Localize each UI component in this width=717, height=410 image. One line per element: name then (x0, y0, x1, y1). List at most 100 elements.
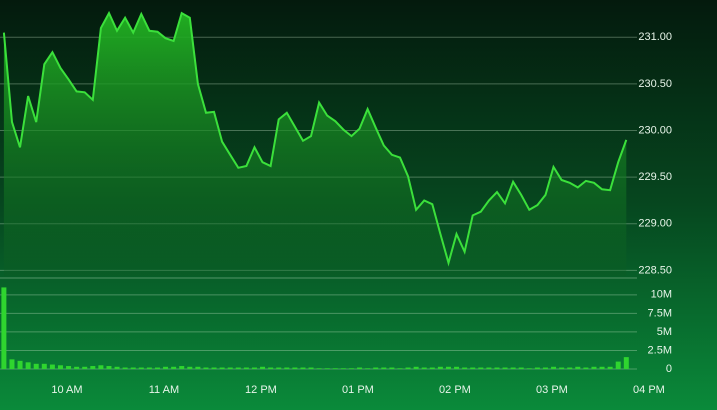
y-tick-label: 5M (657, 326, 672, 338)
volume-bar (130, 367, 136, 369)
volume-bar (284, 367, 290, 369)
volume-bar (478, 367, 484, 369)
x-tick-label: 03 PM (536, 384, 568, 396)
volume-bar (340, 368, 346, 369)
y-tick-label: 228.50 (638, 264, 672, 276)
volume-bar (154, 367, 160, 369)
volume-bar (526, 368, 532, 369)
y-tick-label: 230.00 (638, 124, 672, 136)
volume-bar (300, 367, 306, 369)
volume-bar (623, 357, 629, 369)
x-tick-label: 11 AM (149, 384, 179, 396)
volume-bar (122, 367, 128, 369)
volume-bar (437, 366, 443, 369)
y-tick-label: 231.00 (638, 31, 672, 43)
volume-bar (114, 366, 120, 369)
volume-bar (381, 367, 387, 369)
volume-bar (49, 364, 55, 369)
y-tick-label: 229.50 (638, 171, 672, 183)
volume-bar (106, 366, 112, 369)
volume-bar (502, 367, 508, 369)
y-tick-label: 230.50 (638, 78, 672, 90)
x-tick-label: 01 PM (342, 384, 374, 396)
y-tick-label: 10M (651, 289, 672, 301)
volume-bar (316, 368, 322, 369)
volume-bar (17, 360, 23, 369)
volume-bar (171, 366, 177, 369)
volume-bar (575, 366, 581, 369)
volume-bar (421, 367, 427, 369)
volume-bar (348, 368, 354, 369)
volume-bar (591, 366, 597, 369)
volume-bar (510, 367, 516, 369)
volume-bar (365, 368, 371, 369)
volume-bar (607, 366, 613, 369)
volume-bar (559, 367, 565, 369)
volume-bar (211, 367, 217, 369)
volume-bar (179, 366, 185, 369)
volume-bar (599, 366, 605, 369)
volume-bar (41, 363, 47, 369)
volume-bar (373, 367, 379, 369)
volume-bar (308, 367, 314, 369)
volume-bar (260, 366, 266, 369)
volume-bar (251, 367, 257, 369)
volume-bar (389, 367, 395, 369)
volume-bar (445, 366, 451, 369)
volume-bar (187, 366, 193, 369)
volume-bar (90, 366, 96, 369)
volume-bar (146, 367, 152, 369)
volume-bar (292, 367, 298, 369)
volume-bar (1, 287, 7, 369)
volume-bar (324, 368, 330, 369)
volume-bar (195, 366, 201, 369)
volume-bar (494, 367, 500, 369)
volume-bar (551, 366, 557, 369)
volume-bar (615, 361, 621, 369)
volume-bar (203, 367, 209, 369)
volume-bar (413, 366, 419, 369)
y-tick-label: 0 (666, 363, 672, 375)
volume-bar (470, 367, 476, 369)
volume-bar (219, 367, 225, 369)
y-tick-label: 2.5M (648, 344, 672, 356)
volume-bar (276, 367, 282, 369)
volume-bar (98, 365, 104, 369)
volume-bar (518, 367, 524, 369)
volume-bar (74, 366, 80, 369)
volume-bar (397, 368, 403, 369)
volume-bar (66, 366, 72, 369)
x-tick-label: 10 AM (51, 384, 82, 396)
volume-bar (227, 367, 233, 369)
y-tick-label: 229.00 (638, 218, 672, 230)
volume-bar (25, 362, 31, 369)
price-line (2, 10, 628, 267)
volume-bar (82, 366, 88, 369)
volume-bar (454, 366, 460, 369)
volume-bar (357, 367, 363, 369)
volume-bar (542, 367, 548, 369)
volume-bar (567, 367, 573, 369)
volume-bar (268, 367, 274, 369)
area-fill (3, 13, 627, 276)
volume-bar (138, 367, 144, 369)
volume-bar (486, 367, 492, 369)
volume-bar (33, 363, 39, 369)
volume-bar (583, 367, 589, 369)
volume-bar (9, 359, 15, 369)
x-tick-label: 02 PM (439, 384, 471, 396)
volume-bar (57, 365, 63, 369)
y-tick-label: 7.5M (648, 307, 672, 319)
volume-bar (429, 367, 435, 369)
volume-bar (534, 367, 540, 369)
volume-bar (235, 367, 241, 369)
volume-bar (163, 366, 169, 369)
x-tick-label: 04 PM (633, 384, 665, 396)
volume-bar (405, 367, 411, 369)
volume-bar (332, 368, 338, 369)
x-tick-label: 12 PM (245, 384, 277, 396)
volume-bar (243, 367, 249, 369)
volume-bar (462, 367, 468, 369)
